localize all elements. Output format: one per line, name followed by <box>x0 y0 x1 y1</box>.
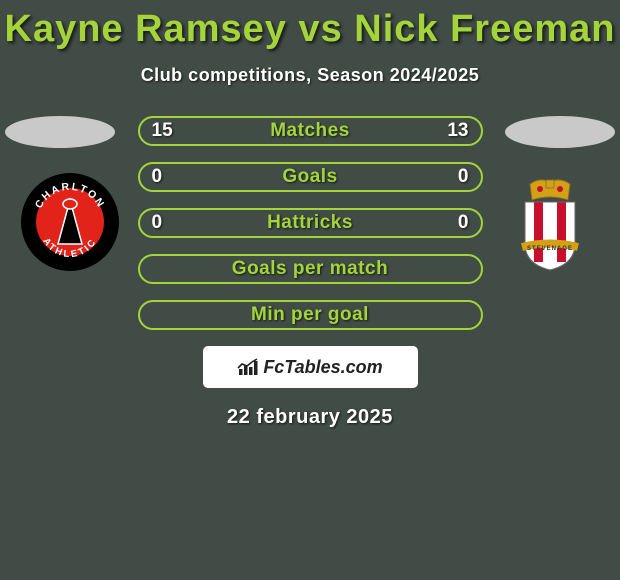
branding-box: FcTables.com <box>203 346 418 388</box>
stat-right-value: 0 <box>458 212 469 234</box>
stat-label: Min per goal <box>251 304 369 326</box>
charlton-badge-icon: CHARLTON ATHLETIC <box>20 172 120 272</box>
stat-left-value: 15 <box>152 120 173 142</box>
stat-left-value: 0 <box>152 212 163 234</box>
branding-text: FcTables.com <box>263 357 382 378</box>
stat-left-value: 0 <box>152 166 163 188</box>
svg-text:STEVENAGE: STEVENAGE <box>527 246 573 252</box>
stat-label: Hattricks <box>267 212 353 234</box>
stat-label: Matches <box>270 120 350 142</box>
club-badge-right: STEVENAGE <box>500 172 600 272</box>
comparison-content: CHARLTON ATHLETIC STEVENAGE 15 Matches 1… <box>0 116 620 429</box>
player-photo-placeholder-left <box>5 116 115 148</box>
player-photo-placeholder-right <box>505 116 615 148</box>
stat-row-matches: 15 Matches 13 <box>138 116 483 146</box>
stat-row-hattricks: 0 Hattricks 0 <box>138 208 483 238</box>
stat-row-min-per-goal: Min per goal <box>138 300 483 330</box>
stat-row-goals-per-match: Goals per match <box>138 254 483 284</box>
subtitle: Club competitions, Season 2024/2025 <box>0 65 620 86</box>
date-text: 22 february 2025 <box>0 406 620 429</box>
chart-icon <box>237 358 259 376</box>
page-title: Kayne Ramsey vs Nick Freeman <box>0 0 620 51</box>
stat-right-value: 0 <box>458 166 469 188</box>
club-badge-left: CHARLTON ATHLETIC <box>20 172 120 272</box>
stat-right-value: 13 <box>447 120 468 142</box>
stevenage-badge-icon: STEVENAGE <box>500 172 600 272</box>
stat-label: Goals per match <box>232 258 388 280</box>
stat-bars: 15 Matches 13 0 Goals 0 0 Hattricks 0 Go… <box>138 116 483 330</box>
stat-row-goals: 0 Goals 0 <box>138 162 483 192</box>
stat-label: Goals <box>282 166 337 188</box>
